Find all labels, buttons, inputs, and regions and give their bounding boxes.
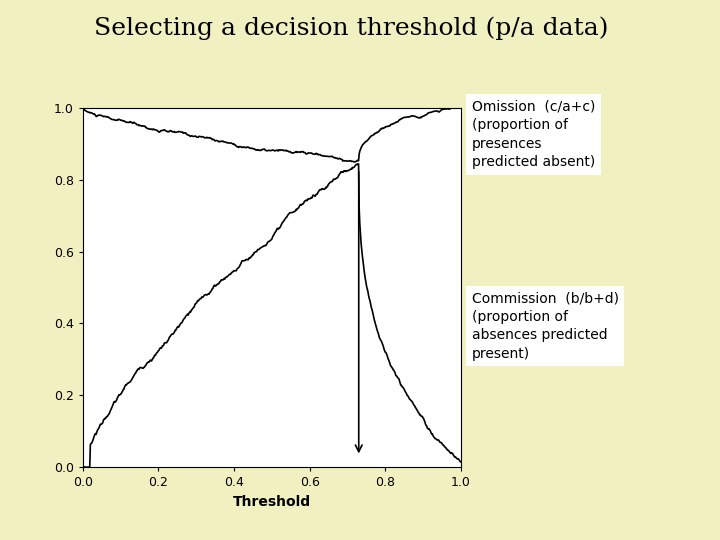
Text: Selecting a decision threshold (p/a data): Selecting a decision threshold (p/a data… — [94, 16, 608, 40]
Text: Omission  (c/a+c)
(proportion of
presences
predicted absent): Omission (c/a+c) (proportion of presence… — [472, 100, 595, 169]
Text: Commission  (b/b+d)
(proportion of
absences predicted
present): Commission (b/b+d) (proportion of absenc… — [472, 292, 618, 361]
X-axis label: Threshold: Threshold — [233, 495, 311, 509]
